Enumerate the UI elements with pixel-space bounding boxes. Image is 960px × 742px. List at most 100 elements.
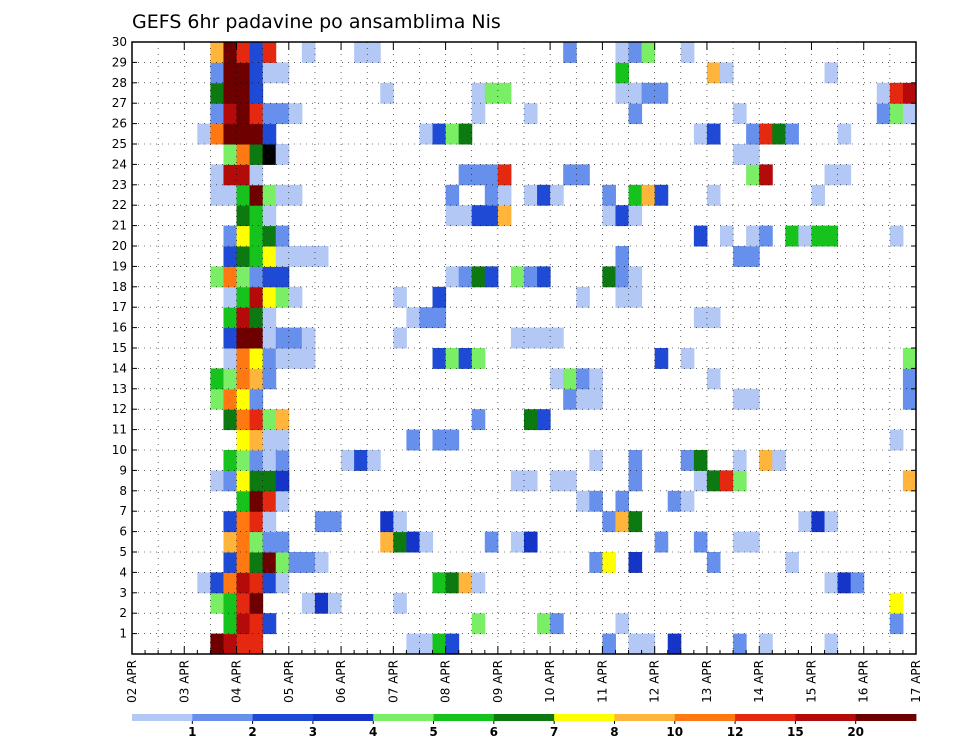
precip-cell xyxy=(223,511,238,533)
precip-cell xyxy=(824,164,839,186)
precip-cell xyxy=(380,82,394,104)
precip-cell xyxy=(223,42,238,63)
precip-cell xyxy=(262,470,277,492)
precip-cell xyxy=(262,123,277,145)
precip-cell xyxy=(406,531,420,553)
precip-cell xyxy=(497,82,512,104)
precip-cell xyxy=(628,286,643,308)
precip-cell xyxy=(236,144,251,165)
precip-cell xyxy=(615,286,630,308)
precip-cell xyxy=(471,409,486,431)
precip-cell xyxy=(249,552,264,573)
precip-cell xyxy=(693,307,708,329)
colorbar-label: 7 xyxy=(550,725,558,739)
precip-cell xyxy=(889,613,904,635)
precip-cell xyxy=(654,531,669,553)
y-tick-label: 22 xyxy=(112,198,127,212)
colorbar-label: 10 xyxy=(666,725,683,739)
x-tick-label: 09 APR xyxy=(491,660,505,703)
precip-cell xyxy=(706,123,721,145)
y-tick-label: 13 xyxy=(112,382,127,396)
precip-cell xyxy=(354,450,368,471)
precip-cell xyxy=(223,450,238,471)
precip-cell xyxy=(301,592,316,614)
precip-cell xyxy=(262,552,277,573)
precip-cell xyxy=(275,572,290,594)
precip-cell xyxy=(484,184,499,206)
precip-cell xyxy=(262,348,277,369)
precip-cell xyxy=(236,490,251,512)
precip-cell xyxy=(223,266,238,288)
colorbar-label: 8 xyxy=(610,725,618,739)
precip-cell xyxy=(223,531,238,553)
precip-cell xyxy=(223,144,238,165)
precip-cell xyxy=(275,225,290,247)
precip-cell xyxy=(223,225,238,247)
precip-cell xyxy=(720,470,734,492)
precip-cell xyxy=(706,62,721,84)
precip-cell xyxy=(210,592,224,614)
y-tick-label: 3 xyxy=(119,586,127,600)
precip-cell xyxy=(706,368,721,390)
precip-cell xyxy=(654,184,669,206)
colorbar: 1 2 3 4 5 6 7 8 10 12 15 20 xyxy=(132,714,917,739)
precip-cell xyxy=(262,409,277,431)
precip-cell xyxy=(902,82,917,104)
precip-cell xyxy=(550,368,564,390)
precip-cell xyxy=(249,307,264,329)
precip-cell xyxy=(889,82,904,104)
x-axis-date-labels: 02 APR 03 APR 04 APR 05 APR 06 APR 07 APR 08 A… xyxy=(125,42,923,703)
precip-cell xyxy=(262,429,277,451)
precip-cell xyxy=(693,470,708,492)
precip-cell xyxy=(262,286,277,308)
y-tick-label: 10 xyxy=(112,443,127,457)
precip-cell xyxy=(236,286,251,308)
precip-cell xyxy=(236,123,251,145)
precip-cell xyxy=(249,633,264,655)
precip-cell xyxy=(471,613,486,635)
x-tick-label: 08 APR xyxy=(439,660,453,703)
precip-cell xyxy=(314,592,329,614)
precip-cell xyxy=(837,164,852,186)
x-tick-label: 06 APR xyxy=(334,660,348,703)
precip-cell xyxy=(837,123,852,145)
precip-cell xyxy=(785,225,799,247)
precip-cell xyxy=(236,82,251,104)
y-tick-label: 29 xyxy=(112,55,127,69)
precip-cell xyxy=(667,633,682,655)
precip-cell xyxy=(654,348,669,369)
precip-cell xyxy=(288,552,303,573)
x-tick-label: 02 APR xyxy=(125,660,139,703)
precip-cell xyxy=(275,429,290,451)
precip-cell xyxy=(576,368,590,390)
precip-cell xyxy=(772,450,786,471)
y-tick-label: 15 xyxy=(112,341,127,355)
precip-cell xyxy=(249,511,264,533)
colorbar-swatch xyxy=(493,714,555,721)
precip-cell xyxy=(236,103,251,125)
precip-cell xyxy=(236,450,251,471)
precip-cell xyxy=(902,348,917,369)
precip-cell xyxy=(746,123,760,145)
precip-cell xyxy=(458,164,473,186)
precip-cell xyxy=(223,286,238,308)
precip-cell xyxy=(445,123,460,145)
colorbar-swatch xyxy=(433,714,495,721)
y-tick-label: 2 xyxy=(119,606,127,620)
precip-cell xyxy=(693,225,708,247)
precip-cell xyxy=(275,348,290,369)
y-tick-label: 12 xyxy=(112,402,127,416)
precip-cell xyxy=(249,327,264,349)
precip-cell xyxy=(223,613,238,635)
precip-cell xyxy=(419,633,434,655)
precip-cell xyxy=(589,368,603,390)
precip-cell xyxy=(746,388,760,410)
y-tick-label: 14 xyxy=(112,361,127,375)
y-tick-label: 5 xyxy=(119,545,127,559)
y-tick-label: 28 xyxy=(112,76,127,90)
precip-cell xyxy=(484,531,499,553)
precip-cell xyxy=(262,266,277,288)
precip-cell xyxy=(249,348,264,369)
precip-cell xyxy=(236,613,251,635)
precip-cell xyxy=(223,123,238,145)
